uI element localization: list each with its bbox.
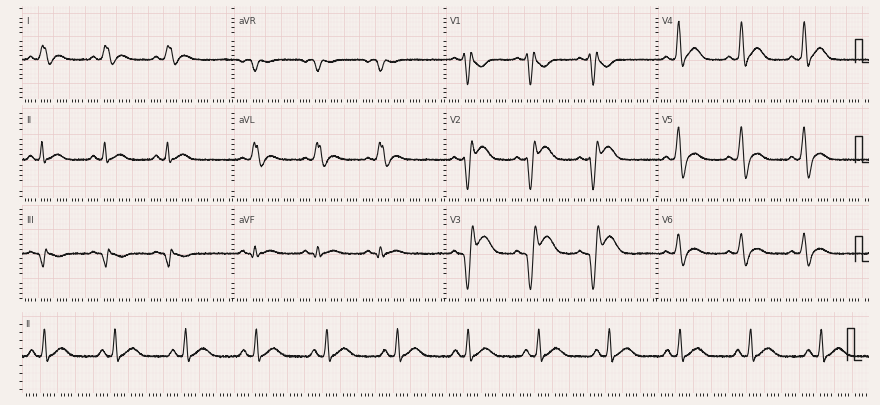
Text: II: II bbox=[26, 320, 31, 329]
Text: V1: V1 bbox=[450, 17, 462, 26]
Text: V5: V5 bbox=[662, 117, 674, 126]
Text: V6: V6 bbox=[662, 216, 674, 225]
Text: I: I bbox=[26, 17, 29, 26]
Text: aVF: aVF bbox=[238, 216, 255, 225]
Text: V2: V2 bbox=[450, 117, 462, 126]
Text: V4: V4 bbox=[662, 17, 673, 26]
Text: aVL: aVL bbox=[238, 117, 254, 126]
Text: II: II bbox=[26, 117, 32, 126]
Text: III: III bbox=[26, 216, 34, 225]
Text: V3: V3 bbox=[450, 216, 462, 225]
Text: aVR: aVR bbox=[238, 17, 256, 26]
